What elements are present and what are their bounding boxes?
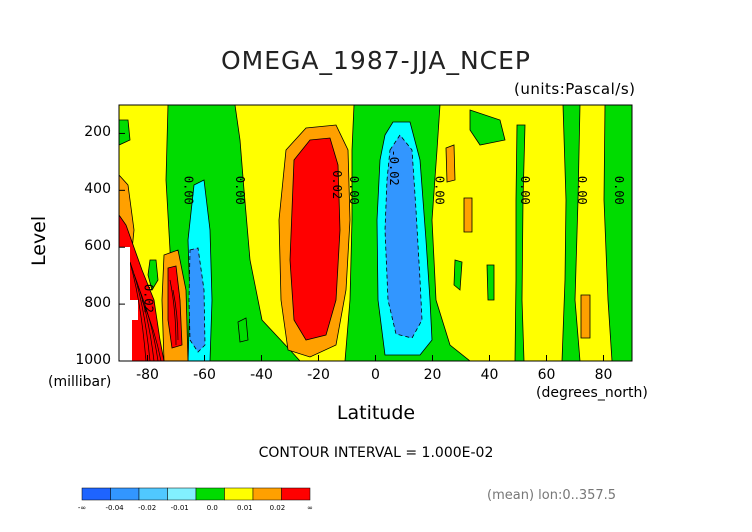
- x-tick-label: -60: [193, 367, 216, 383]
- contour-region-green: [561, 105, 581, 361]
- contour-label: 0.02: [330, 170, 344, 199]
- contour-region-green: [469, 109, 506, 146]
- contour-region-red: [289, 137, 341, 341]
- colorbar-label: 0.02: [270, 504, 286, 512]
- colorbar-swatch: [224, 487, 254, 501]
- contour-label: 0.00: [612, 176, 626, 205]
- x-tick-label: 80: [594, 367, 613, 383]
- contour-region-blue: [188, 247, 206, 353]
- x-tick-label: 60: [537, 367, 556, 383]
- y-tick-label: 600: [84, 238, 111, 255]
- colorbar-label: 0.0: [207, 504, 218, 512]
- contour-region-orange: [580, 294, 591, 339]
- contour-region-green: [237, 317, 249, 343]
- colorbar-swatch: [195, 487, 225, 501]
- contour-label: 0.02: [142, 284, 156, 313]
- mean-info-text: (mean) lon:0..357.5: [487, 488, 617, 503]
- contour-region-green: [147, 259, 159, 292]
- contour-interval-text: CONTOUR INTERVAL = 1.000E-02: [258, 445, 494, 461]
- colorbar-swatch: [110, 487, 140, 501]
- colorbar-label: -0.02: [138, 504, 156, 512]
- colorbar-swatch: [252, 487, 282, 501]
- colorbar-swatch: [281, 487, 311, 501]
- y-axis-label: Level: [28, 215, 50, 266]
- y-axis-units: (millibar): [48, 374, 112, 390]
- x-axis-units: (degrees_north): [536, 385, 648, 401]
- contour-region-blue: [384, 134, 423, 339]
- contour-region-orange: [463, 197, 473, 233]
- x-tick-label: -20: [307, 367, 330, 383]
- contour-region-green: [453, 259, 463, 291]
- x-tick-label: 0: [371, 367, 380, 383]
- y-tick-label: 400: [84, 181, 111, 198]
- y-tick-label: 1000: [75, 352, 111, 368]
- contour-label: 0.00: [233, 176, 247, 205]
- contour-region-green: [514, 124, 526, 361]
- colorbar-label: -0.04: [106, 504, 125, 512]
- contour-label: 0.00: [432, 176, 446, 205]
- contour-label: 0.00: [518, 176, 532, 205]
- colorbar-label: -0.01: [171, 504, 189, 512]
- x-tick-label: -80: [136, 367, 159, 383]
- colorbar-label: -∞: [78, 504, 86, 512]
- y-tick-label: 200: [84, 124, 111, 141]
- contour-region-green: [486, 264, 495, 301]
- contour-label: 0.00: [347, 176, 361, 205]
- contour-labels: 0.00 0.00 0.02 0.00-0.020.00 0.00 0.00 0.000.0…: [142, 150, 626, 313]
- contour-label: 0.00: [182, 176, 196, 205]
- colorbar: -∞ -0.04 -0.02 -0.01 0.0 0.01 0.02 ∞: [78, 487, 313, 512]
- axis-ticks: [119, 132, 604, 362]
- x-tick-label: 40: [480, 367, 499, 383]
- contour-region-orange: [445, 144, 456, 183]
- y-tick-label: 800: [84, 295, 111, 312]
- chart-title: OMEGA_1987-JJA_NCEP: [221, 46, 531, 75]
- colorbar-swatch: [81, 487, 111, 501]
- contour-label: 0.00: [575, 176, 589, 205]
- contour-label: -0.02: [387, 150, 401, 186]
- colorbar-swatch: [167, 487, 197, 501]
- x-tick-label: -40: [250, 367, 273, 383]
- colorbar-swatch: [138, 487, 168, 501]
- colorbar-label: 0.01: [237, 504, 253, 512]
- contour-field: [119, 105, 632, 361]
- units-label: (units:Pascal/s): [514, 80, 636, 98]
- contour-region-green: [603, 105, 632, 361]
- colorbar-label: ∞: [307, 504, 313, 512]
- missing-data-region: [119, 247, 138, 361]
- x-axis-label: Latitude: [336, 402, 416, 424]
- contour-region-green: [119, 119, 131, 146]
- x-tick-label: 20: [423, 367, 442, 383]
